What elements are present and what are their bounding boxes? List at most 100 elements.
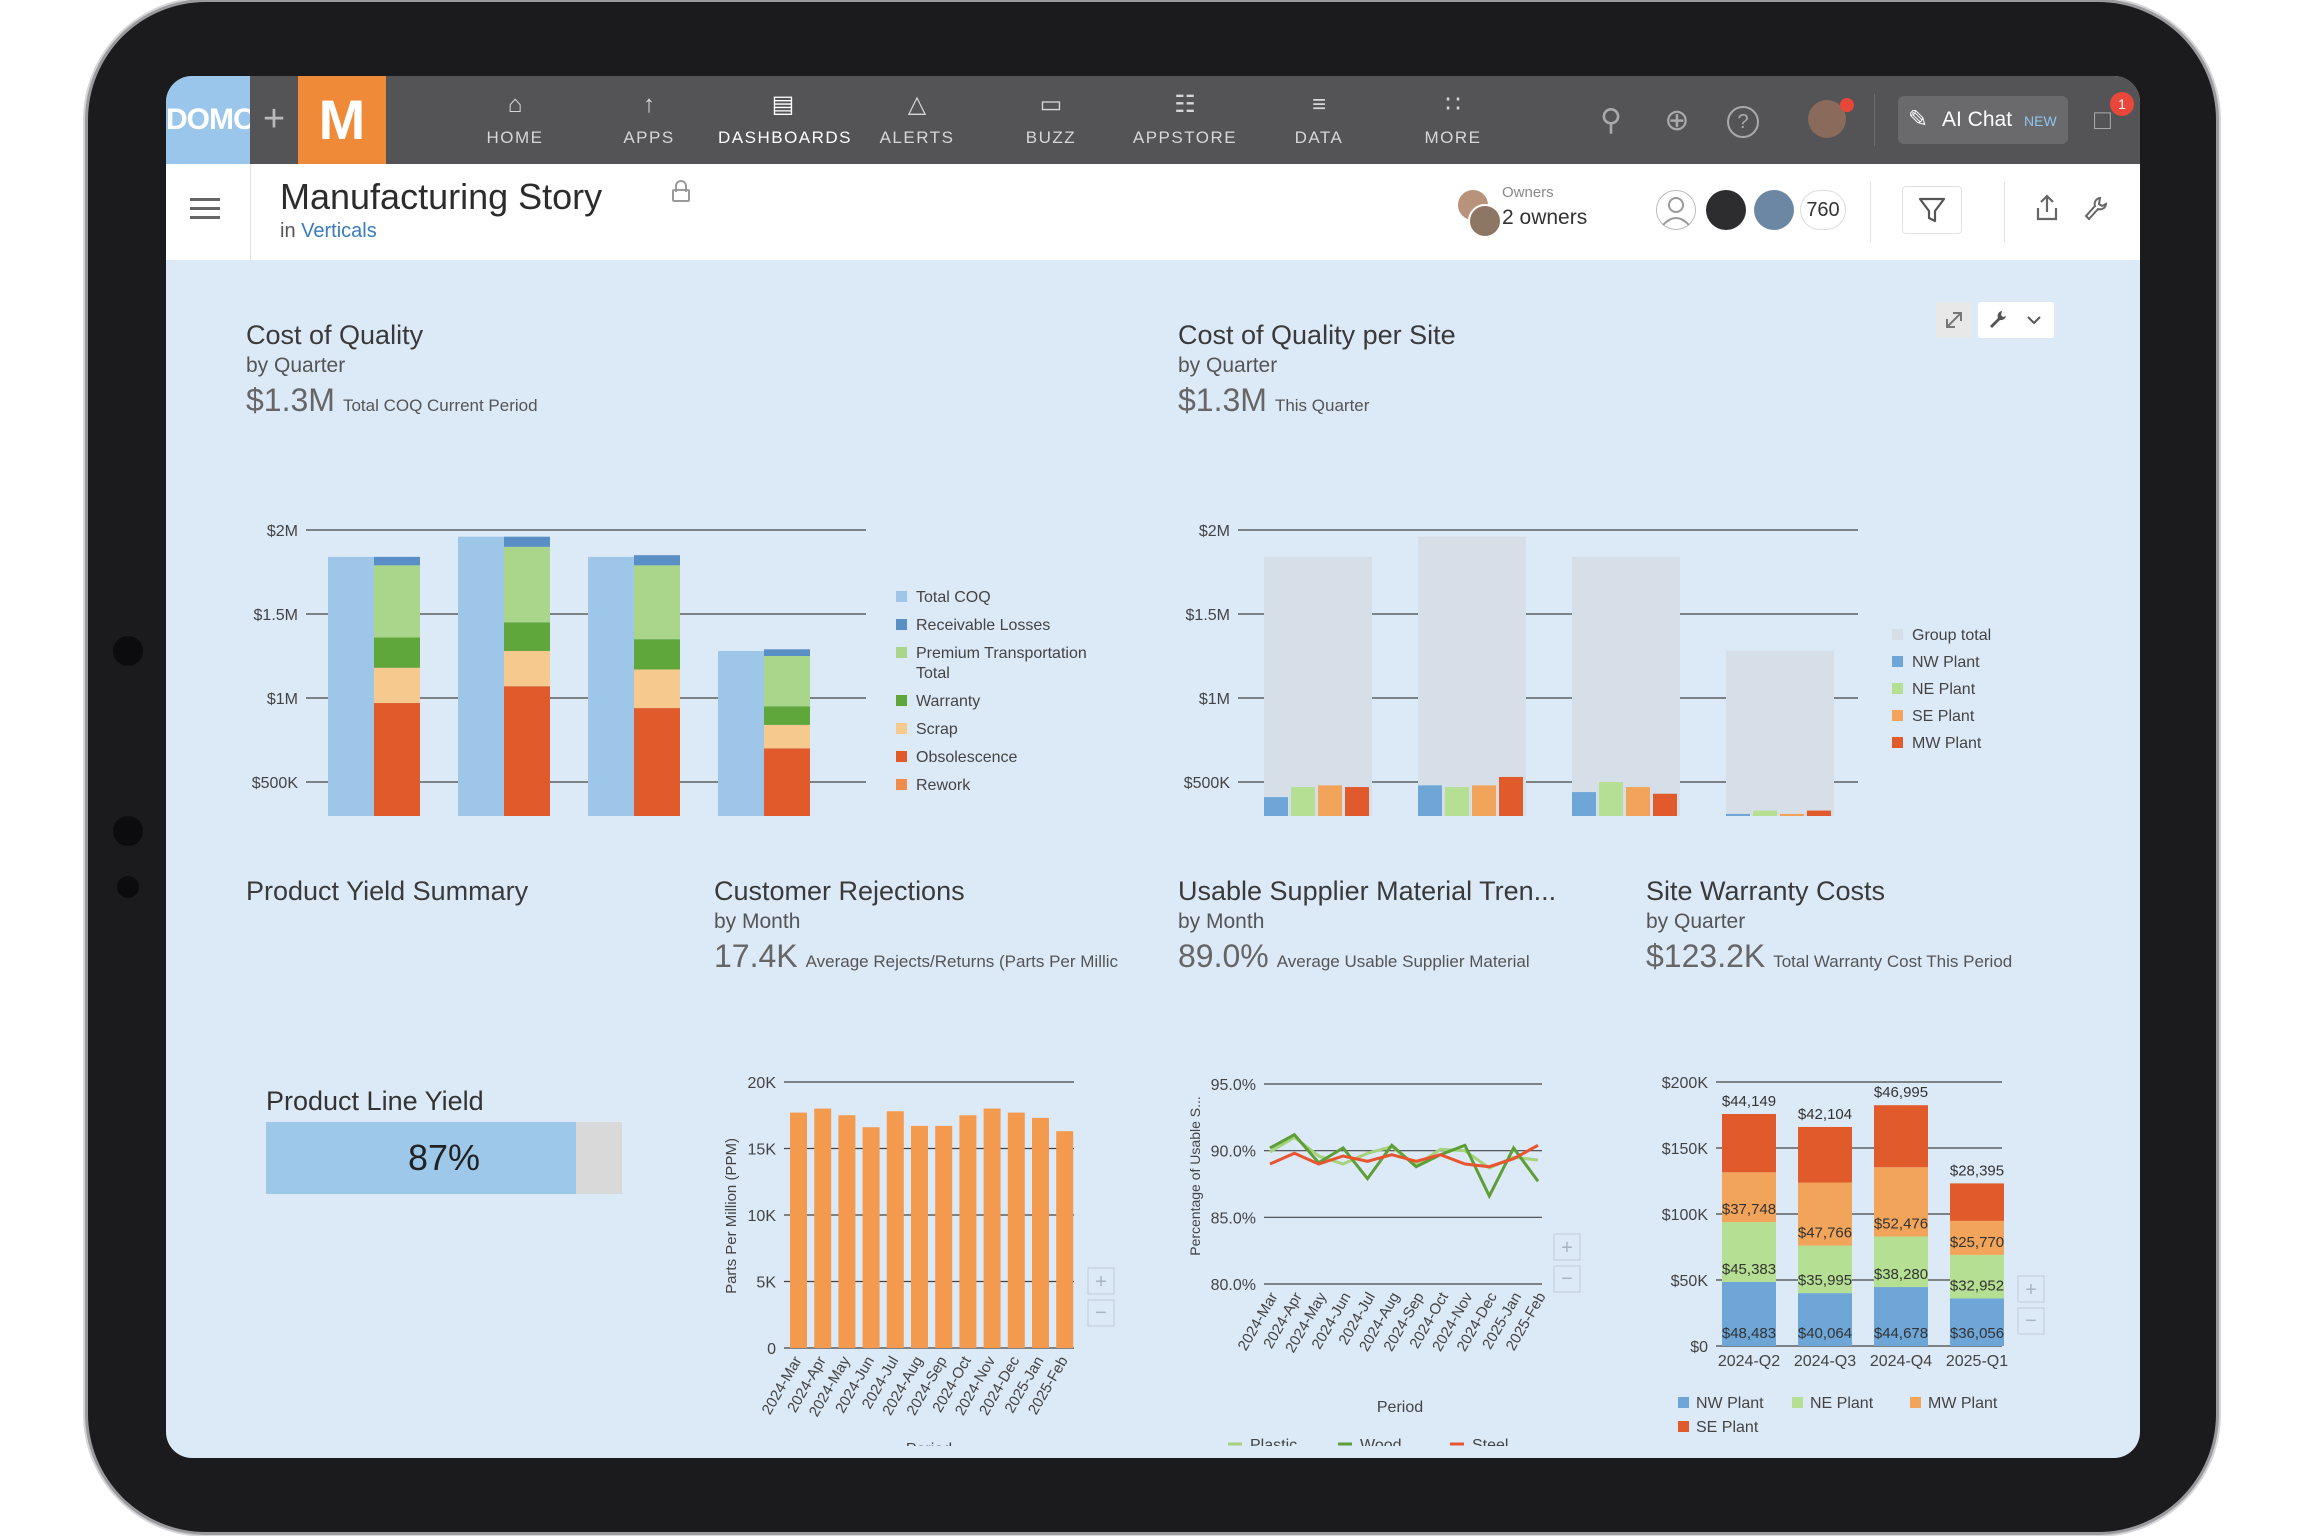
x-tick-label: 2024-Q3 <box>1794 1353 1856 1370</box>
yield-gauge[interactable]: 87% <box>266 1122 622 1194</box>
y-tick-label: $100K <box>1662 1207 1709 1224</box>
supplier-chart[interactable]: 80.0%85.0%90.0%95.0%2024-Mar2024-Apr2024… <box>1178 976 1638 1446</box>
bar-segment-nw-plant <box>1798 1293 1852 1346</box>
filter-button[interactable] <box>1902 186 1962 234</box>
bar-month <box>886 1111 904 1348</box>
bar-segment-se-plant <box>1798 1126 1852 1183</box>
data-label: $48,483 <box>1722 1325 1776 1342</box>
card-summary: 17.4K Average Rejects/Returns (Parts Per … <box>714 938 1118 975</box>
card-title[interactable]: Site Warranty Costs <box>1646 876 1886 906</box>
bar-segment-mw-plant <box>1874 1167 1928 1237</box>
bar-segment-nw-plant <box>1874 1287 1928 1346</box>
manufacturing-logo[interactable]: M <box>298 76 386 164</box>
bar-se-plant <box>1780 813 1804 816</box>
data-label: $40,064 <box>1798 1325 1852 1342</box>
legend-label: SE Plant <box>1912 708 1975 725</box>
legend-label: NW Plant <box>1696 1395 1764 1412</box>
add-icon[interactable]: ⊕ <box>1664 104 1690 137</box>
shared-user-avatar[interactable] <box>1656 190 1696 230</box>
help-icon[interactable]: ? <box>1726 104 1760 138</box>
page-header: Manufacturing Story in Verticals Owners … <box>166 164 2140 260</box>
data-label: $37,748 <box>1722 1201 1776 1218</box>
card-title[interactable]: Customer Rejections <box>714 876 965 906</box>
bar-segment-warranty <box>764 706 810 725</box>
shared-user-avatar[interactable] <box>1706 190 1746 230</box>
card-subtitle: by Month <box>1178 910 1265 933</box>
data-label: $44,678 <box>1874 1325 1928 1342</box>
zoom-out-button <box>2017 1307 2045 1335</box>
legend-label: Rework <box>916 777 971 794</box>
legend-label: Obsolescence <box>916 749 1017 766</box>
x-axis-label: Period <box>1377 1399 1423 1416</box>
x-tick-label: 2025-Q1 <box>1946 1353 2008 1370</box>
bar-group-total <box>1572 556 1680 816</box>
bar-segment-receivable-losses <box>634 555 680 566</box>
card-title[interactable]: Cost of Quality per Site <box>1178 320 1456 350</box>
warranty-chart[interactable]: $0 $50K $100K $150K $200K $48,483 $45,383 $37,7… <box>1646 976 2116 1446</box>
data-label: $25,770 <box>1950 1234 2004 1251</box>
data-label: $35,995 <box>1798 1272 1852 1289</box>
verticals-link[interactable]: Verticals <box>301 220 377 242</box>
store-icon: ☷ <box>1174 91 1196 118</box>
header-divider <box>2004 182 2005 242</box>
nav-item-label: DATA <box>1294 128 1344 147</box>
bar-month <box>814 1108 832 1348</box>
menu-icon[interactable] <box>190 198 220 224</box>
legend-label: Wood <box>1360 1437 1402 1446</box>
bar-month <box>1007 1112 1025 1348</box>
nav-item-buzz[interactable]: ▭ BUZZ <box>986 76 1116 164</box>
nav-item-data[interactable]: ≡ DATA <box>1254 76 1384 164</box>
bar-group-total <box>1264 556 1372 816</box>
zoom-in-button <box>1553 1233 1581 1261</box>
nav-item-alerts[interactable]: △ ALERTS <box>852 76 982 164</box>
domo-logo[interactable]: DOMO <box>166 76 250 164</box>
bar-nw-plant <box>1726 813 1750 816</box>
x-axis-label: Period <box>906 1441 952 1446</box>
y-tick-label: $0 <box>1690 1339 1708 1356</box>
rejections-chart[interactable]: 05K10K15K20K2024-Mar2024-Apr2024-May2024… <box>714 976 1174 1446</box>
owners-value[interactable]: 2 owners <box>1502 206 1588 229</box>
user-avatar[interactable] <box>1808 100 1846 138</box>
ai-chat-icon: ✎ <box>1908 106 1929 133</box>
card-title[interactable]: Product Yield Summary <box>246 876 529 906</box>
shared-user-avatar[interactable] <box>1754 190 1794 230</box>
legend-label: MW Plant <box>1912 735 1982 752</box>
card-options-button[interactable] <box>1978 302 2054 338</box>
bar-month <box>1056 1131 1074 1348</box>
expand-card-button[interactable] <box>1936 302 1972 338</box>
bar-segment-warranty <box>374 637 420 668</box>
x-tick-label: 2024-Q2 <box>1718 1353 1780 1370</box>
data-label: $46,995 <box>1874 1084 1928 1101</box>
nav-item-appstore[interactable]: ☷ APPSTORE <box>1120 76 1250 164</box>
search-icon[interactable]: ⚲ <box>1600 104 1622 137</box>
summary-caption: Average Usable Supplier Material <box>1276 952 1530 971</box>
bar-month <box>790 1112 807 1348</box>
nav-item-more[interactable]: ∷ MORE <box>1388 76 1518 164</box>
data-label: $52,476 <box>1874 1215 1928 1232</box>
nav-item-label: MORE <box>1424 128 1482 147</box>
ai-chat-button[interactable]: ✎ AI Chat NEW <box>1898 96 2068 144</box>
yield-gauge-value: 87% <box>407 1137 481 1178</box>
nav-item-home[interactable]: ⌂ HOME <box>450 76 580 164</box>
bar-segment-obsolescence <box>504 686 550 816</box>
messages-icon[interactable]: □ <box>2094 104 2111 135</box>
wrench-icon[interactable] <box>2082 194 2110 229</box>
coq-site-chart[interactable]: $0$500K$1M$1.5M$2M2024-Q22024-Q32024-Q42… <box>1178 426 2078 816</box>
card-title[interactable]: Cost of Quality <box>246 320 424 350</box>
lock-icon[interactable] <box>672 180 690 202</box>
zoom-out-button <box>1553 1265 1581 1293</box>
card-title[interactable]: Usable Supplier Material Tren... <box>1178 876 1557 906</box>
data-label: $28,395 <box>1950 1162 2004 1179</box>
card-subtitle: by Quarter <box>246 354 346 377</box>
y-tick-label: $150K <box>1662 1141 1709 1158</box>
coq-chart[interactable]: $0$500K$1M$1.5M$2M2024-Q22024-Q32024-Q42… <box>246 426 1146 816</box>
nav-item-apps[interactable]: ↑ APPS <box>584 76 714 164</box>
bar-nw-plant <box>1418 785 1442 816</box>
y-tick-label: 10K <box>748 1208 777 1225</box>
summary-caption: Total COQ Current Period <box>342 396 538 415</box>
nav-item-label: APPS <box>623 128 675 147</box>
shared-count[interactable]: 760 <box>1800 190 1846 230</box>
nav-item-dashboards[interactable]: ▤ DASHBOARDS <box>718 76 851 164</box>
share-icon[interactable] <box>2034 194 2060 229</box>
bar-ne-plant <box>1599 782 1623 816</box>
